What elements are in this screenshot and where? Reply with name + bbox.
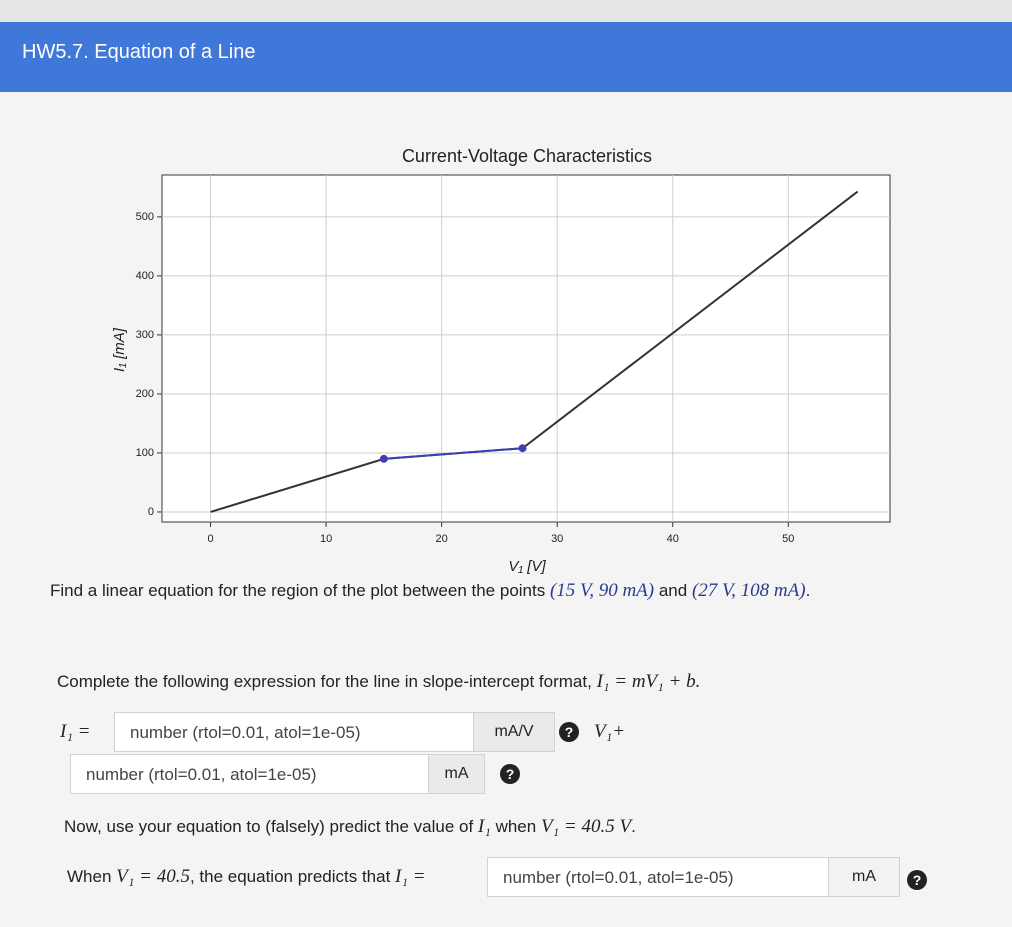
x-tick-label: 0	[207, 533, 213, 545]
prediction-math: V₁ = 40.5 V	[540, 816, 632, 837]
question: Find a linear equation for the region of…	[50, 580, 810, 602]
unit: mA/V	[473, 713, 554, 751]
input-suffix: V₁+	[594, 721, 626, 742]
help-icon[interactable]: ?	[559, 722, 579, 742]
x-axis-label: V₁ [V]	[508, 558, 546, 575]
browser-strip	[0, 0, 1012, 22]
unit: mA	[828, 858, 899, 896]
y-tick-label: 500	[136, 211, 154, 223]
instruction: Complete the following expression for th…	[57, 671, 700, 693]
x-tick-label: 40	[667, 533, 679, 545]
question-text: Find a linear equation for the region of…	[50, 581, 546, 600]
y-tick-label: 400	[136, 270, 154, 282]
point-1: (15 V, 90 mA)	[549, 580, 655, 601]
slope-input[interactable]: number (rtol=0.01, atol=1e-05) mA/V	[114, 712, 555, 752]
answer-text: When	[67, 867, 112, 886]
y-tick-label: 100	[136, 447, 154, 459]
answer-math: I₁ =	[395, 866, 426, 887]
placeholder: number (rtol=0.01, atol=1e-05)	[130, 723, 361, 742]
intercept-input[interactable]: number (rtol=0.01, atol=1e-05) mA	[70, 754, 485, 794]
plot-area	[161, 174, 891, 523]
placeholder: number (rtol=0.01, atol=1e-05)	[503, 868, 734, 887]
data-point	[379, 454, 388, 463]
data-point	[518, 444, 527, 453]
question-text: .	[805, 581, 811, 600]
question-text: and	[658, 581, 688, 600]
instruction-math: I₁ = mV₁ + b.	[596, 671, 701, 692]
header-bar: HW5.7. Equation of a Line	[0, 22, 1012, 92]
answer-label: When V₁ = 40.5, the equation predicts th…	[67, 866, 426, 888]
y-tick-label: 200	[136, 388, 154, 400]
answer-input[interactable]: number (rtol=0.01, atol=1e-05) mA	[487, 857, 900, 897]
x-tick-label: 30	[551, 533, 563, 545]
answer-math: V₁ = 40.5	[116, 866, 190, 887]
point-2: (27 V, 108 mA)	[691, 580, 806, 601]
help-icon[interactable]: ?	[500, 764, 520, 784]
prediction-text: when	[495, 817, 537, 836]
unit: mA	[428, 755, 484, 793]
y-tick-label: 0	[148, 506, 154, 518]
data-line	[383, 447, 523, 460]
input-prefix: I₁ =	[60, 721, 91, 742]
x-tick-label: 10	[320, 533, 332, 545]
y-tick-label: 300	[136, 329, 154, 341]
prediction-text: Now, use your equation to (falsely) pred…	[64, 817, 474, 836]
answer-text: , the equation predicts that	[189, 867, 391, 886]
x-tick-label: 20	[436, 533, 448, 545]
placeholder: number (rtol=0.01, atol=1e-05)	[86, 765, 317, 784]
help-icon[interactable]: ?	[907, 870, 927, 890]
instruction-text: Complete the following expression for th…	[57, 672, 592, 691]
page-title: HW5.7. Equation of a Line	[22, 41, 256, 63]
chart-title: Current-Voltage Characteristics	[402, 146, 652, 166]
prediction: Now, use your equation to (falsely) pred…	[64, 816, 636, 838]
x-tick-label: 50	[782, 533, 794, 545]
prediction-text: .	[631, 817, 636, 836]
prediction-math: I₁	[477, 816, 491, 837]
y-axis-label: I₁ [mA]	[111, 327, 128, 372]
chart: Current-Voltage Characteristics V₁ [V] I…	[111, 146, 891, 575]
